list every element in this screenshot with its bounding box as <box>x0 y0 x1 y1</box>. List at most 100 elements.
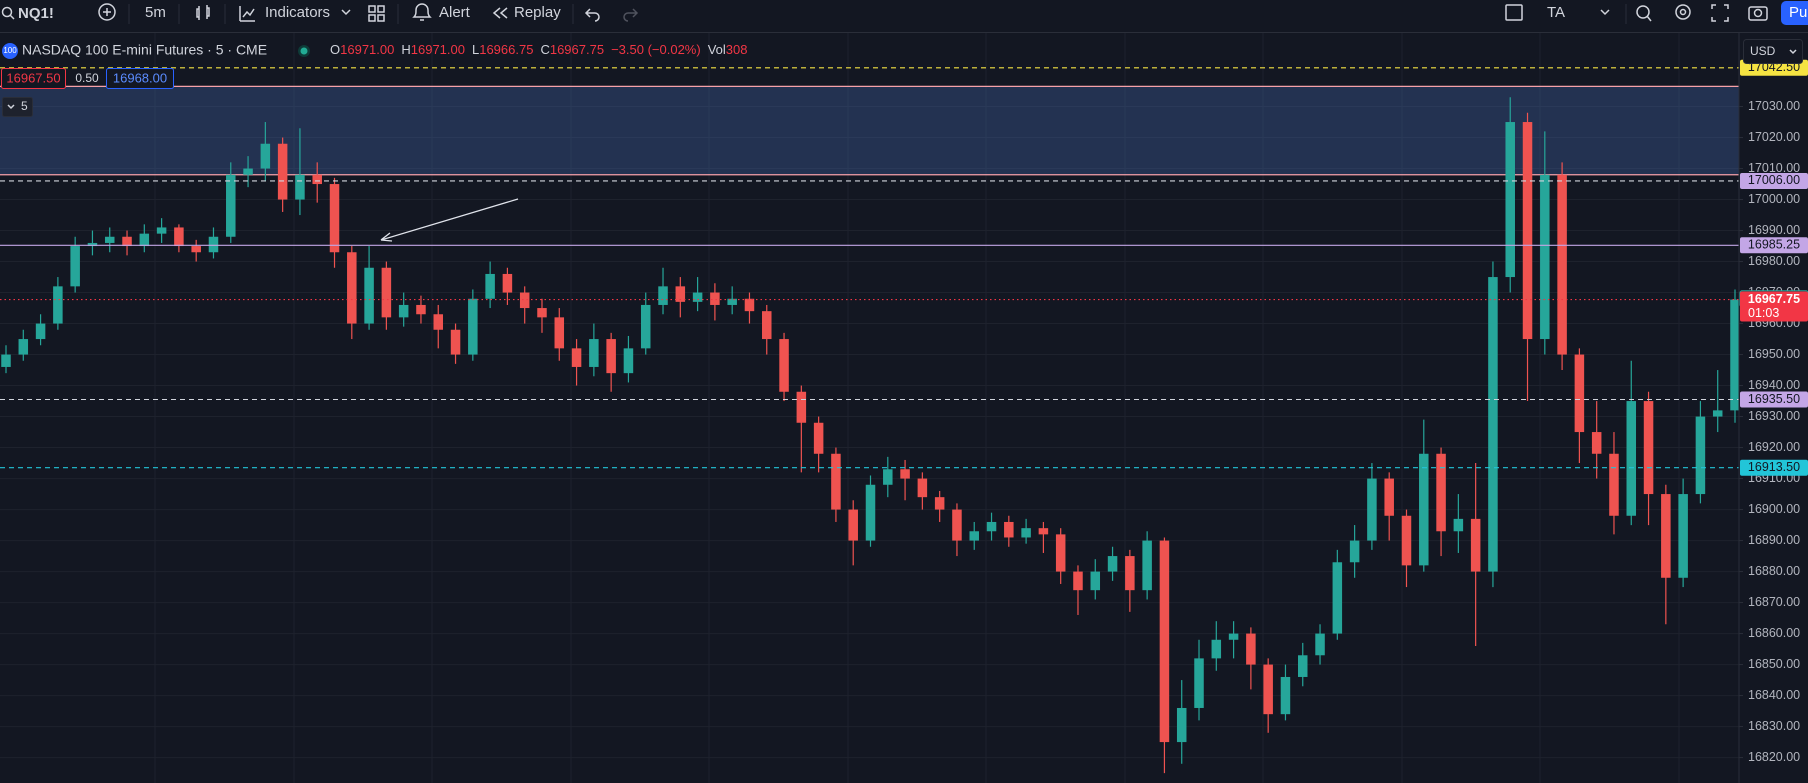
candle-body <box>243 168 253 175</box>
ta[interactable]: TA <box>1547 4 1565 21</box>
candle-body <box>831 453 841 510</box>
buy-box[interactable] <box>106 68 174 89</box>
add-symbol[interactable] <box>98 3 116 21</box>
candle-body <box>433 314 444 330</box>
y-tick-label: 16950.00 <box>1748 347 1800 361</box>
templates[interactable] <box>368 5 376 13</box>
price-axis <box>1739 33 1808 783</box>
bid[interactable]: 16967.50 <box>6 70 60 85</box>
candle-body <box>1626 401 1637 516</box>
high: 16971.00 <box>411 42 465 57</box>
indicators-icon[interactable] <box>239 6 255 22</box>
candle-body <box>1176 707 1187 743</box>
redo[interactable] <box>623 8 639 22</box>
candle-body <box>1055 534 1066 572</box>
candle-body <box>1 354 11 367</box>
candle-body <box>623 348 634 374</box>
candle-body <box>813 422 824 454</box>
settings[interactable] <box>1675 4 1691 20</box>
chart-type[interactable] <box>196 5 210 20</box>
ask[interactable]: 16968.00 <box>113 70 167 85</box>
candle-body <box>1090 571 1101 591</box>
y-tick-label: 16830.00 <box>1748 719 1800 733</box>
volume: 308 <box>726 42 748 57</box>
replay[interactable]: Replay <box>514 4 561 21</box>
screenshot[interactable] <box>1748 6 1768 21</box>
fullscreen[interactable] <box>1711 4 1729 22</box>
candle-body <box>727 298 737 305</box>
y-tick-label: 16890.00 <box>1748 533 1800 547</box>
candle-body <box>18 339 29 355</box>
candle-body <box>156 227 167 234</box>
candle-body <box>848 509 858 541</box>
candle-body <box>1125 556 1135 591</box>
quick-search[interactable] <box>1636 5 1650 19</box>
candle-body <box>364 267 374 324</box>
replay-icon[interactable] <box>492 7 508 19</box>
candle-body <box>969 531 979 541</box>
open: 16971.00 <box>340 42 394 57</box>
undo[interactable] <box>584 8 600 22</box>
interval[interactable]: 5m <box>145 4 166 21</box>
candle-body <box>1505 122 1515 278</box>
candle-body <box>692 292 703 302</box>
candle-body <box>1297 655 1308 677</box>
publish[interactable]: Pu <box>1789 4 1807 21</box>
candle-body <box>104 236 115 243</box>
candle-body <box>295 174 305 200</box>
candle-body <box>468 298 478 355</box>
y-tick-label: 16840.00 <box>1748 688 1800 702</box>
price-label-box <box>1740 459 1808 476</box>
candle-body <box>139 233 150 247</box>
countdown: 01:03 <box>1748 306 1779 320</box>
candle-body <box>1332 562 1343 634</box>
indicators[interactable]: Indicators <box>265 4 330 21</box>
change: −3.50 (−0.02%) <box>611 42 701 57</box>
ohlc: O16971.00 H16971.00 L16966.75 C16967.75 −3.5… <box>330 42 747 57</box>
candle-body <box>1591 432 1602 454</box>
candle-body <box>589 339 599 367</box>
candle-body <box>1263 664 1273 715</box>
collapse-button[interactable] <box>2 97 33 117</box>
candle-body <box>883 469 893 485</box>
layout[interactable] <box>1505 4 1523 21</box>
logo: 100 <box>3 46 17 55</box>
candle-body <box>554 317 565 349</box>
alert-icon[interactable] <box>412 3 432 21</box>
vol-label: Vol <box>708 42 726 57</box>
candle-body <box>347 252 357 324</box>
candle-body <box>1194 658 1204 708</box>
candle-body <box>1643 401 1654 495</box>
candle-body <box>312 174 322 185</box>
currency-box[interactable] <box>1743 39 1803 64</box>
candle-body <box>1228 633 1239 640</box>
y-tick-label: 16940.00 <box>1748 378 1800 392</box>
candle-body <box>329 184 340 253</box>
y-tick-label: 16880.00 <box>1748 564 1800 578</box>
symbol-title[interactable]: NASDAQ 100 E-mini Futures · 5 · CME <box>22 42 267 58</box>
candle-body <box>1712 410 1723 417</box>
price-label-box <box>1740 172 1808 189</box>
l-label: L <box>472 42 479 57</box>
arrow-drawing <box>380 198 519 242</box>
candle-body <box>1557 174 1567 355</box>
currency[interactable]: USD <box>1750 44 1776 58</box>
candle-body <box>1021 528 1031 538</box>
alert[interactable]: Alert <box>439 4 471 21</box>
sell-box[interactable] <box>1 68 66 89</box>
candle-body <box>571 348 582 367</box>
candle-body <box>537 308 547 318</box>
publish-button[interactable] <box>1781 1 1808 25</box>
legend: 100 NASDAQ 100 E-mini Futures · 5 · CME … <box>1 39 1803 117</box>
y-tick-label: 16900.00 <box>1748 502 1800 516</box>
candle-body <box>1574 354 1585 433</box>
y-tick-label: 16980.00 <box>1748 254 1800 268</box>
y-tick-label: 17010.00 <box>1748 161 1800 175</box>
y-tick-label: 17020.00 <box>1748 130 1800 144</box>
indicator-count[interactable]: 5 <box>21 99 28 113</box>
price-label: 16967.75 <box>1748 292 1800 306</box>
candle-body <box>381 267 392 318</box>
symbol[interactable]: NQ1! <box>18 5 54 22</box>
candle-body <box>1142 540 1152 591</box>
